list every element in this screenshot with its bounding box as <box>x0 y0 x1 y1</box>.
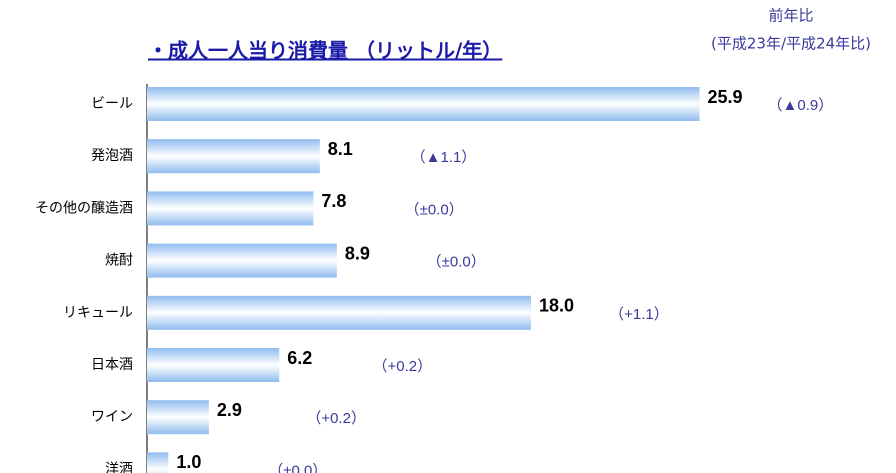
bar <box>147 452 169 473</box>
y-tick-label: リキュール <box>63 305 133 321</box>
bar <box>147 191 314 226</box>
change-label: （+0.2） <box>306 410 366 427</box>
value-label: 7.8 <box>321 191 346 211</box>
annotation-subtitle: (平成23年/平成24年比) <box>711 35 871 53</box>
bar <box>147 139 320 174</box>
change-label: （±0.0） <box>405 201 464 218</box>
value-label: 1.0 <box>176 452 201 472</box>
y-tick-label: ワイン <box>91 409 133 425</box>
value-label: 2.9 <box>217 400 242 420</box>
change-label: （▲0.9） <box>768 97 834 114</box>
bar <box>147 295 531 330</box>
chart-title: ・成人一人当り消費量 （リットル/年） <box>148 39 502 63</box>
bar <box>147 243 337 278</box>
bar <box>147 400 209 435</box>
y-tick-label: ビール <box>91 96 133 112</box>
bar <box>147 348 280 382</box>
y-tick-label: 日本酒 <box>91 357 133 373</box>
value-label: 18.0 <box>539 296 574 316</box>
value-label: 8.9 <box>345 243 370 263</box>
change-label: （▲1.1） <box>411 149 477 166</box>
change-label: （±0.0） <box>427 254 486 271</box>
y-tick-label: 発泡酒 <box>91 148 133 164</box>
value-label: 25.9 <box>708 87 743 107</box>
change-label: （+0.2） <box>373 358 433 375</box>
value-label: 8.1 <box>328 139 353 159</box>
change-label: （+1.1） <box>609 306 669 323</box>
y-tick-label: 焼酎 <box>105 253 133 269</box>
annotation-title: 前年比 <box>768 7 813 25</box>
bar <box>147 87 700 121</box>
y-tick-label: その他の醸造酒 <box>35 200 133 216</box>
value-label: 6.2 <box>287 348 312 368</box>
y-tick-label: 洋酒 <box>105 461 133 473</box>
change-label: （±0.0） <box>268 462 327 473</box>
